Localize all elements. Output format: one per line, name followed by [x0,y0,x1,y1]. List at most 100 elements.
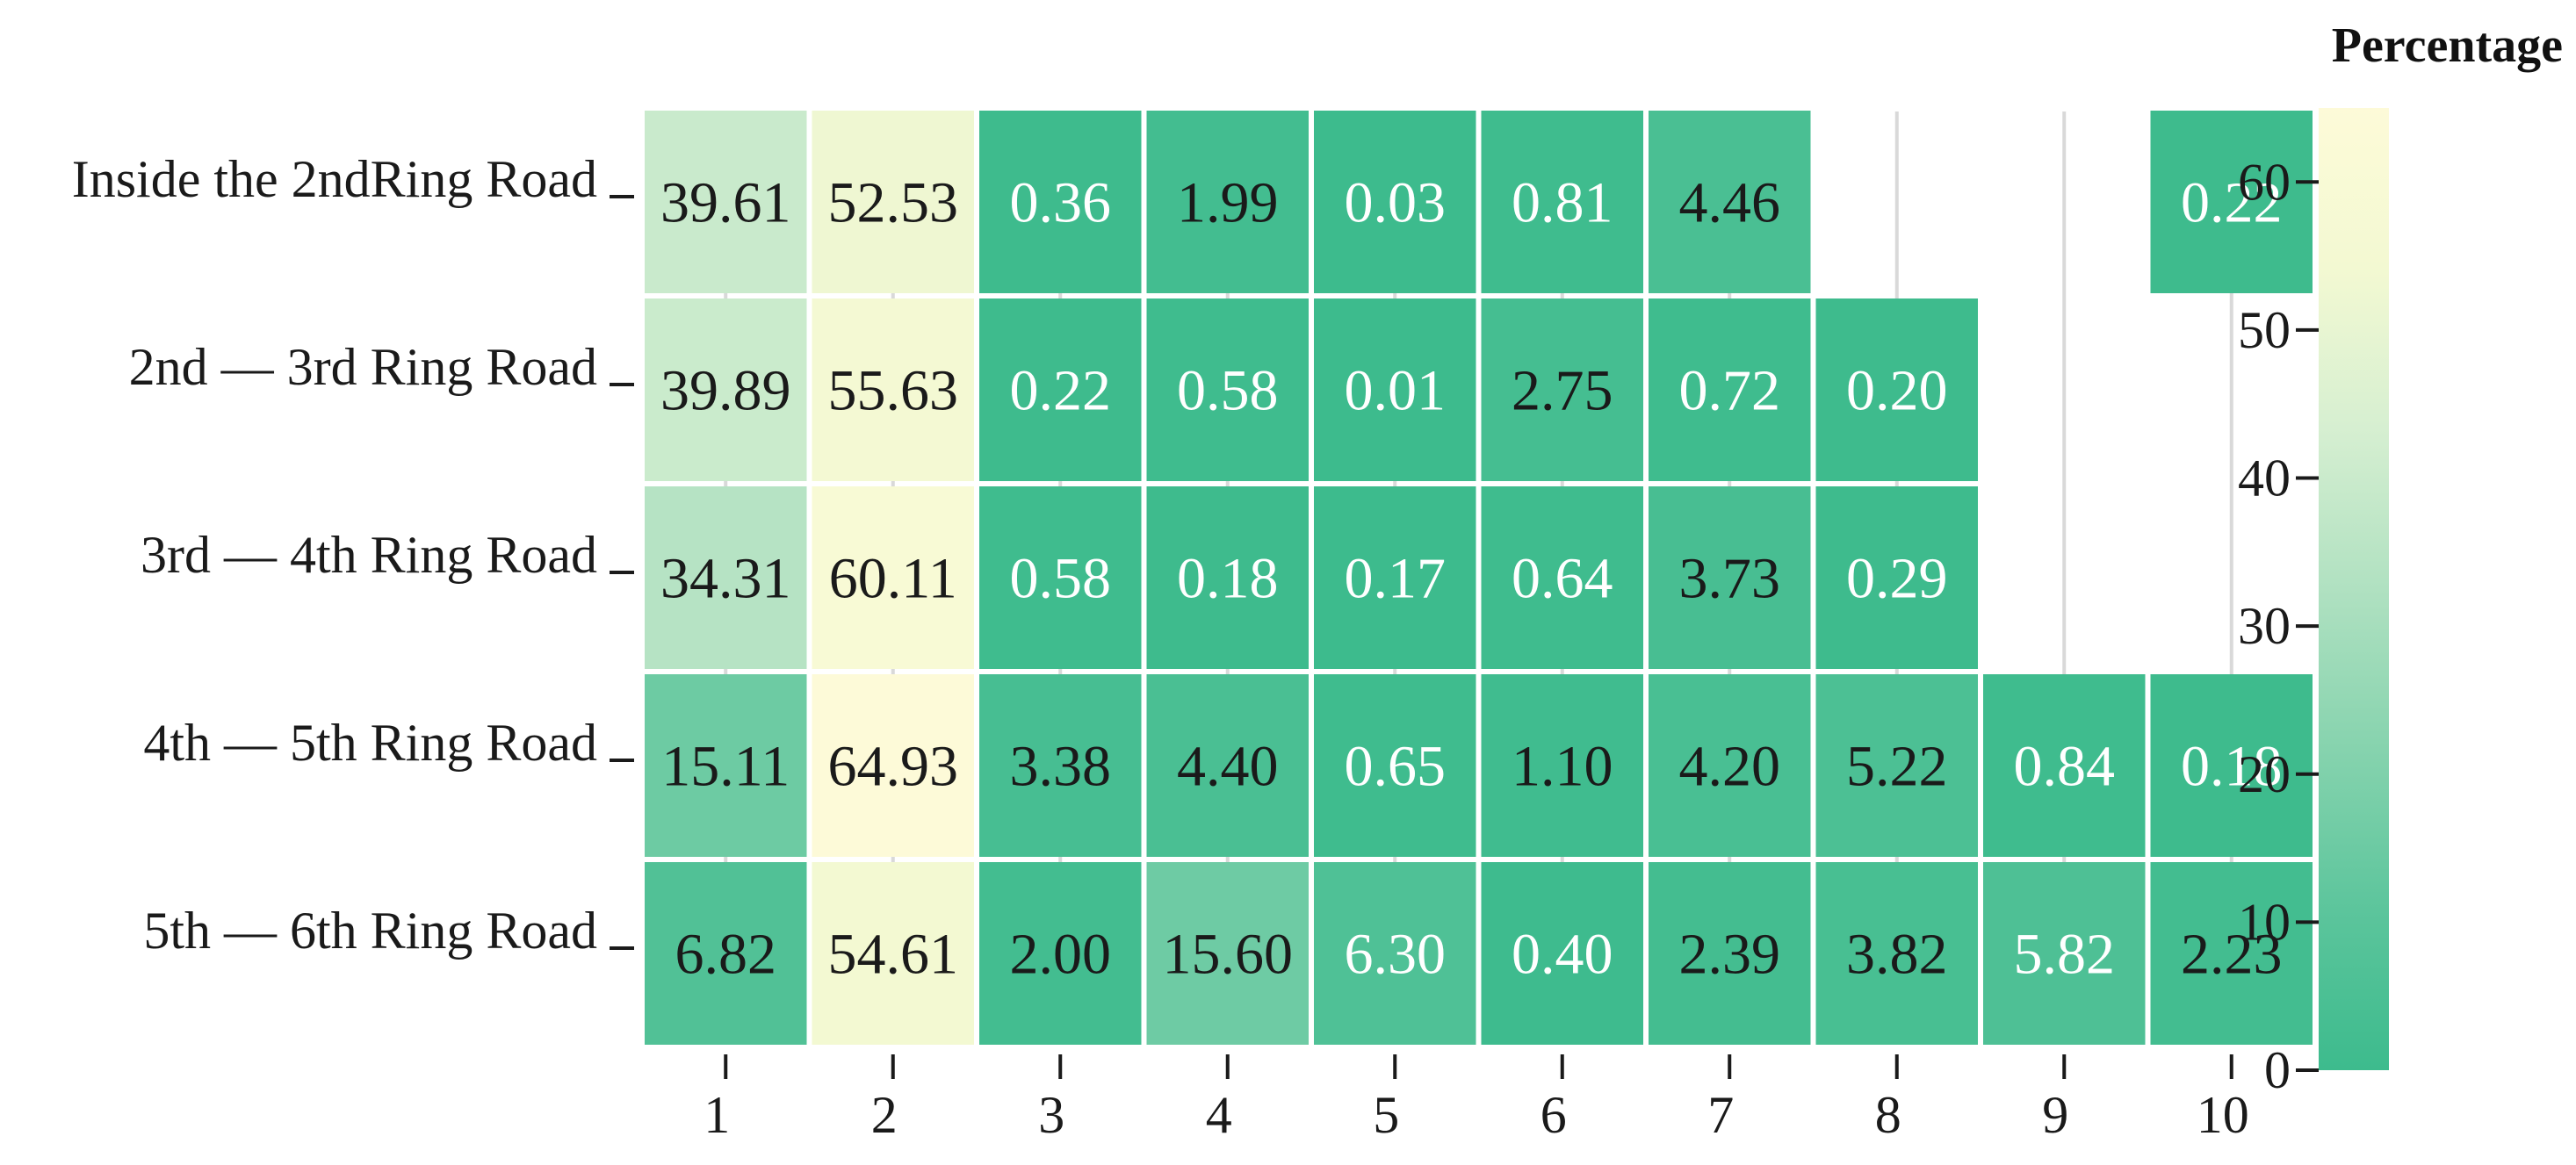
heatmap-cell [645,111,807,293]
colorbar-tick-label: 60 [2238,153,2291,211]
heatmap-cell [1481,111,1643,293]
heatmap-cell [979,111,1142,293]
heatmap-cell [812,862,974,1045]
heatmap-cell [1314,111,1476,293]
cell-value-label: 0.58 [1177,358,1279,422]
cell-value-label: 0.18 [1177,546,1279,610]
row-label: 4th — 5th Ring Road [143,714,597,772]
column-label: 9 [2042,1086,2068,1144]
cell-value-label: 60.11 [829,546,957,610]
column-label: 7 [1707,1086,1734,1144]
cell-value-label: 0.22 [2181,170,2283,234]
column-label: 5 [1373,1086,1399,1144]
heatmap-cell [2150,862,2313,1045]
heatmap-cell [812,111,974,293]
row-label: 3rd — 4th Ring Road [141,526,597,584]
column-label: 3 [1038,1086,1064,1144]
heatmap-cell [1146,674,1309,857]
heatmap-cell [979,862,1142,1045]
cell-value-label: 0.36 [1010,170,1112,234]
heatmap-cell [812,486,974,669]
cell-value-label: 2.00 [1010,922,1112,986]
cell-value-label: 6.82 [675,922,777,986]
cell-value-label: 3.82 [1846,922,1948,986]
cell-value-label: 0.17 [1345,546,1447,610]
heatmap-cell [1815,298,1978,481]
cell-value-label: 0.18 [2181,734,2283,798]
row-label: 2nd — 3rd Ring Road [129,338,597,396]
heatmap-cell [1314,486,1476,669]
cell-value-label: 39.61 [660,170,791,234]
heatmap-cell [1649,111,1811,293]
heatmap-cell [812,674,974,857]
colorbar-tick-label: 10 [2238,893,2291,951]
cell-value-label: 15.11 [661,734,790,798]
heatmap-cell [1649,862,1811,1045]
cell-value-label: 5.22 [1846,734,1948,798]
heatmap-cell [1481,486,1643,669]
cell-value-label: 4.40 [1177,734,1279,798]
cell-value-label: 3.38 [1010,734,1112,798]
heatmap-cell [1314,674,1476,857]
colorbar: Percentage 0 10 20 30 40 50 60 [2238,18,2563,1099]
colorbar-tick-label: 0 [2264,1041,2291,1099]
cell-value-label: 2.75 [1512,358,1613,422]
cell-value-label: 0.40 [1512,922,1613,986]
cell-value-label: 6.30 [1345,922,1447,986]
cell-value-label: 0.81 [1512,170,1613,234]
cell-value-label: 0.72 [1679,358,1781,422]
column-label: 2 [871,1086,898,1144]
cell-value-label: 64.93 [828,734,959,798]
heatmap-cell [1481,298,1643,481]
colorbar-tick-label: 20 [2238,745,2291,803]
cell-value-label: 52.53 [828,170,959,234]
heatmap-cell [645,862,807,1045]
cell-value-label: 54.61 [828,922,959,986]
cell-value-label: 1.10 [1512,734,1613,798]
heatmap-cell [1314,862,1476,1045]
cell-value-label: 4.46 [1679,170,1781,234]
cell-value-label: 0.65 [1345,734,1447,798]
heatmap-cell [1815,862,1978,1045]
cell-value-label: 4.20 [1679,734,1781,798]
heatmap-cell [1314,298,1476,481]
heatmap-cell [1983,862,2146,1045]
cell-value-label: 55.63 [828,358,959,422]
heatmap-cell [1481,862,1643,1045]
heatmap-cell [1649,674,1811,857]
colorbar-title: Percentage [2332,18,2563,73]
heatmap-cell [1146,298,1309,481]
cell-value-label: 0.20 [1846,358,1948,422]
cell-value-label: 2.23 [2181,922,2283,986]
cell-value-label: 3.73 [1679,546,1781,610]
column-label: 4 [1206,1086,1232,1144]
cell-value-label: 0.01 [1345,358,1447,422]
heatmap-cell [1146,486,1309,669]
colorbar-ticks: 0 10 20 30 40 50 60 [2238,153,2319,1099]
heatmap-cell [1146,862,1309,1045]
cell-value-label: 0.84 [2014,734,2116,798]
heatmap-cell [1815,486,1978,669]
heatmap-cell [812,298,974,481]
heatmap-cell [979,674,1142,857]
cell-value-label: 15.60 [1163,922,1294,986]
heatmap-cell [979,298,1142,481]
cell-value-label: 0.22 [1010,358,1112,422]
cell-value-label: 5.82 [2014,922,2116,986]
heatmap-cell [1146,111,1309,293]
heatmap-cell [645,674,807,857]
cell-value-label: 0.03 [1345,170,1447,234]
column-axis: 1 2 3 4 5 6 7 8 9 10 [704,1054,2249,1144]
heatmap-cell [1481,674,1643,857]
cell-value-label: 39.89 [660,358,791,422]
heatmap-cell [645,298,807,481]
cell-value-label: 1.99 [1177,170,1279,234]
column-label: 1 [704,1086,730,1144]
row-label: 5th — 6th Ring Road [143,902,597,960]
heatmap-cell [2150,674,2313,857]
colorbar-tick-label: 30 [2238,597,2291,655]
heatmap-cell [1649,298,1811,481]
heatmap-cell [1649,486,1811,669]
column-label: 6 [1541,1086,1567,1144]
